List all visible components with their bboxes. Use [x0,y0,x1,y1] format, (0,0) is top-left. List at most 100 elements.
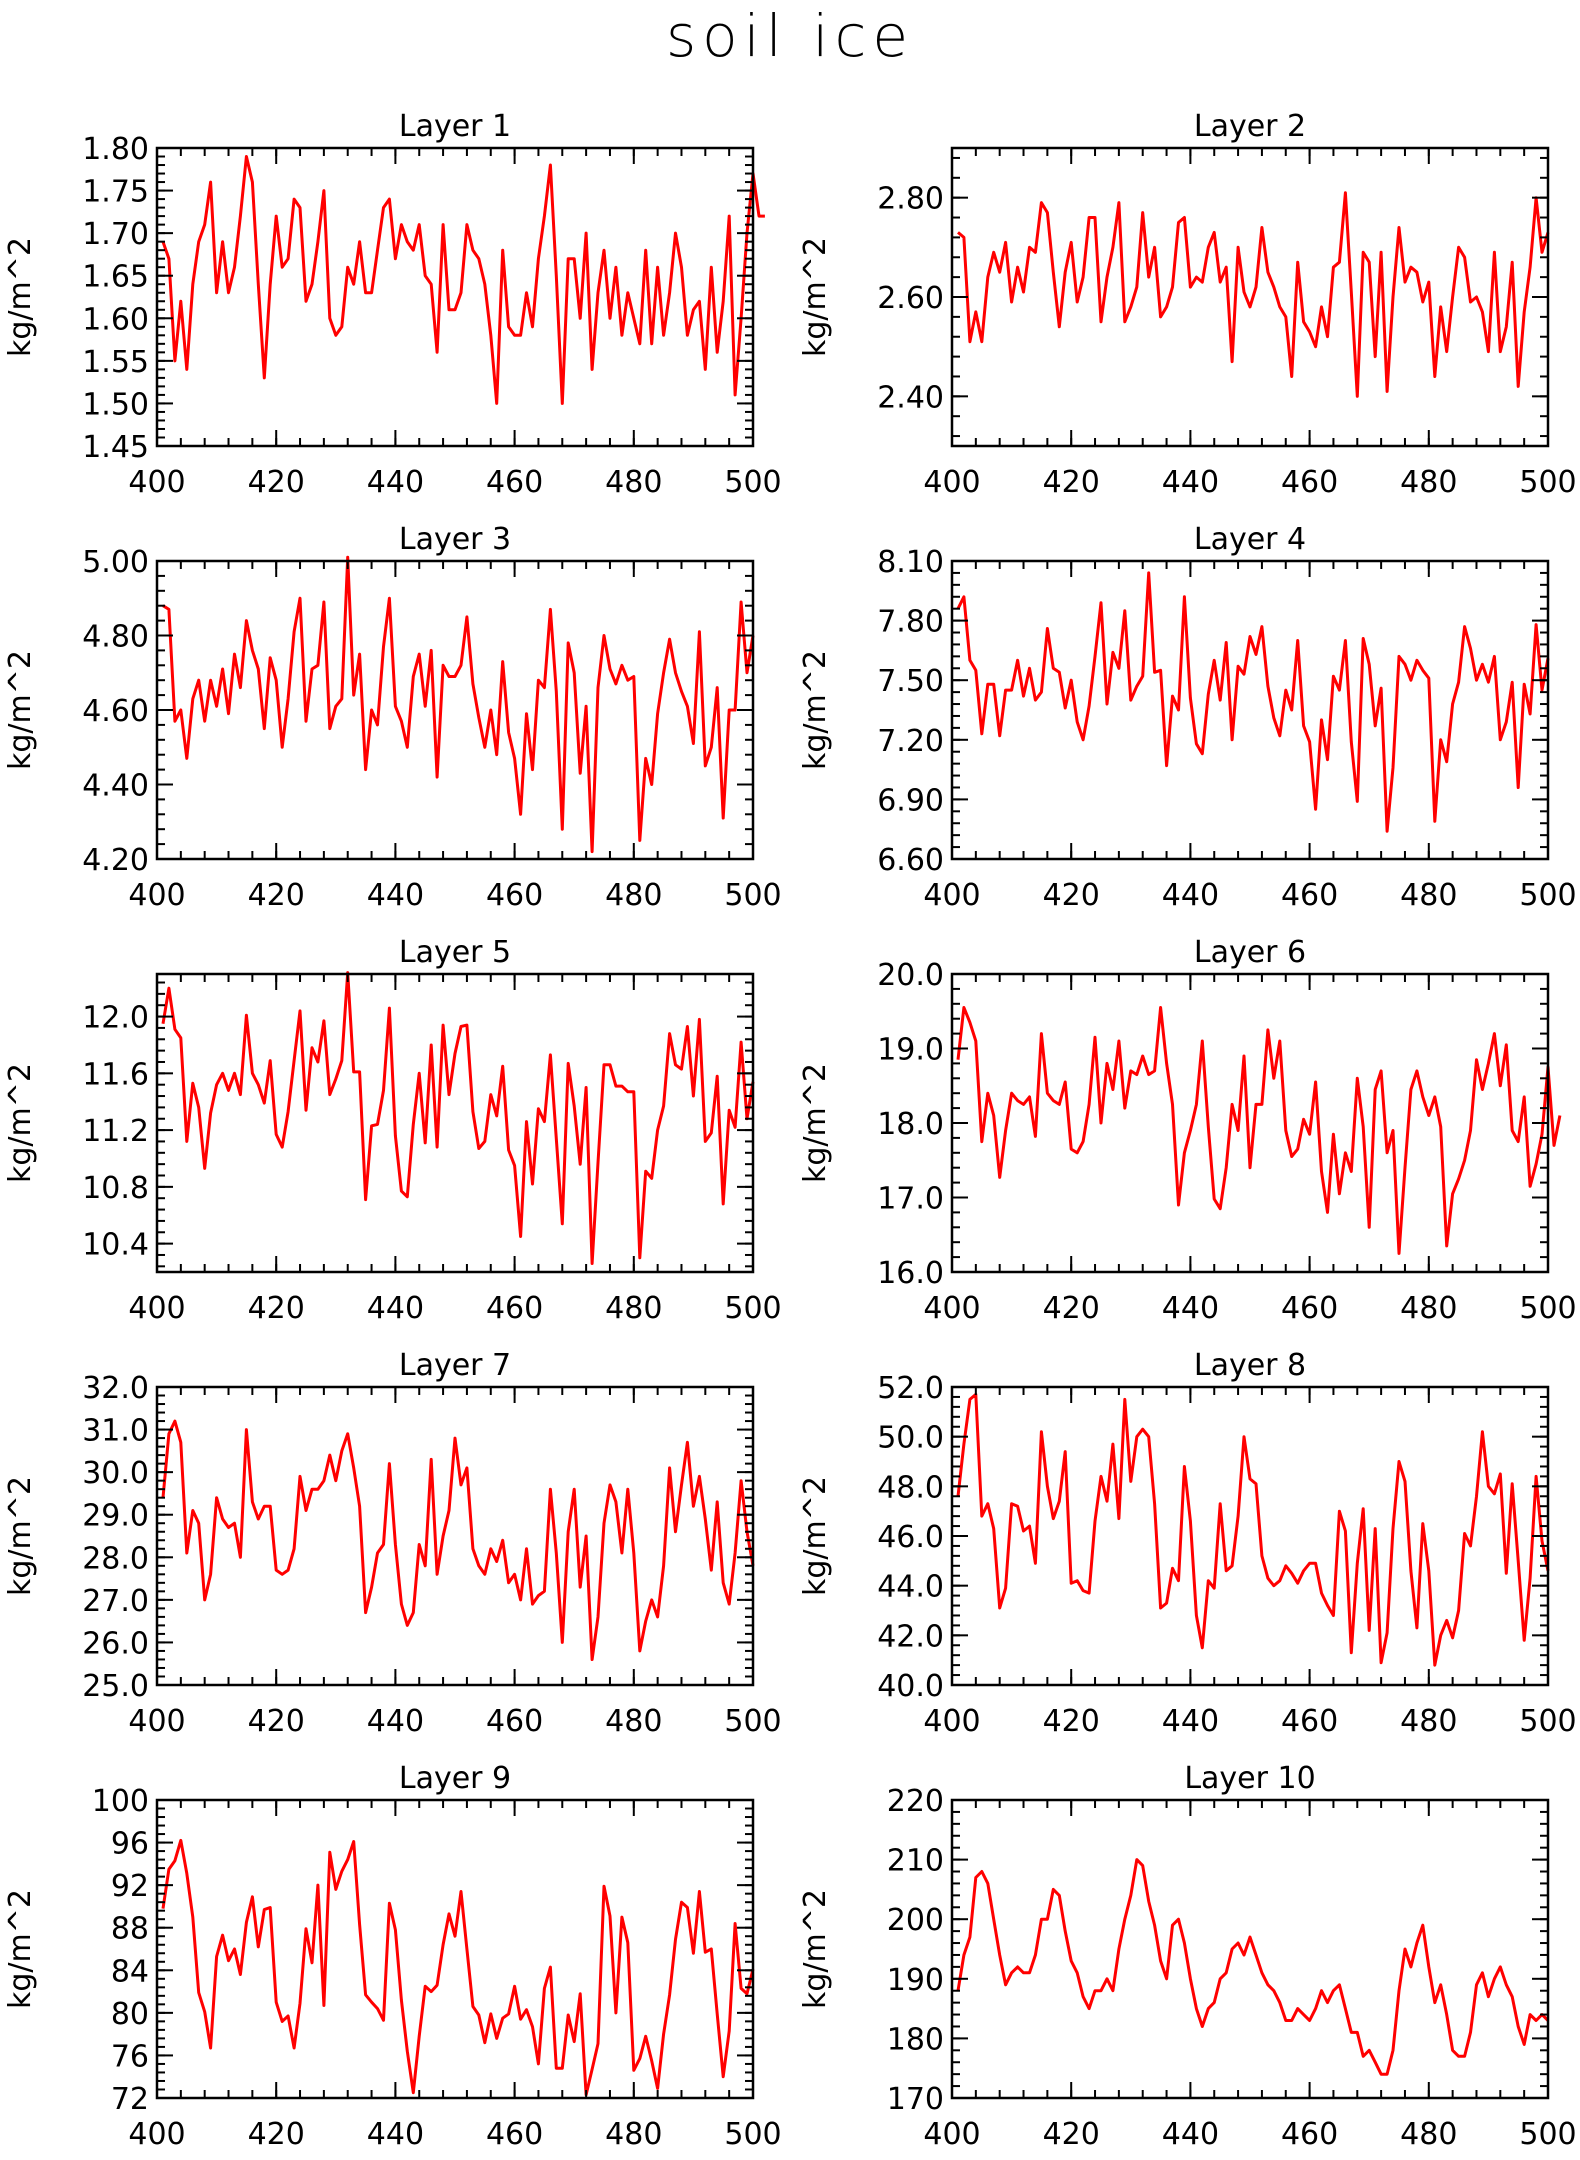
layer-1-y-axis-label: kg/m^2 [3,237,38,357]
layer-3-x-tick-label: 400 [128,878,185,913]
layer-8-y-tick-label: 50.0 [877,1421,944,1456]
layer-6-y-tick-label: 18.0 [877,1107,944,1142]
layer-3-panel: 400 420 440 460 480 500 4.20 4.40 4.60 4.80 5.00 La… [3,522,782,913]
layer-4-y-tick-label: 6.60 [877,843,944,878]
layer-2-y-tick-label: 2.40 [877,380,944,415]
layer-3-x-tick-label: 440 [367,878,424,913]
layer-2-y-tick-label: 2.80 [877,182,944,217]
layer-6-y-tick-label: 20.0 [877,958,944,993]
figure-title: soil ice [665,2,915,70]
layer-9-plot-frame [155,1798,755,2100]
layer-5-x-tick-label: 420 [248,1291,305,1326]
layer-1-y-tick-label: 1.45 [82,430,149,465]
layer-8-series-line [956,1392,1550,1667]
layer-5-y-tick-label: 11.6 [82,1057,149,1092]
layer-2-x-tick-label: 440 [1162,465,1219,500]
layer-1-x-tick-label: 420 [248,465,305,500]
layer-7-y-tick-label: 26.0 [82,1626,149,1661]
layer-1-title: Layer 1 [399,109,511,144]
layer-4-x-tick-label: 460 [1281,878,1338,913]
layer-10-panel: 400 420 440 460 480 500 170 180 190 200 210 220 Laye… [798,1761,1577,2152]
layer-6-x-tick-label: 460 [1281,1291,1338,1326]
layer-3-y-tick-label: 4.80 [82,620,149,655]
layer-7-x-tick-label: 440 [367,1704,424,1739]
layer-6-y-tick-label: 17.0 [877,1182,944,1217]
layer-7-y-tick-label: 27.0 [82,1584,149,1619]
layer-7-y-tick-label: 25.0 [82,1669,149,1704]
layer-7-x-tick-label: 500 [724,1704,781,1739]
layer-9-y-tick-label: 92 [111,1869,149,1904]
layer-3-title: Layer 3 [399,522,511,557]
layer-5-y-tick-label: 12.0 [82,1001,149,1036]
layer-4-x-tick-label: 480 [1400,878,1457,913]
layer-5-title: Layer 5 [399,935,511,970]
layer-8-y-tick-label: 52.0 [877,1371,944,1406]
layer-3-x-tick-label: 420 [248,878,305,913]
layer-6-panel: 400 420 440 460 480 500 16.0 17.0 18.0 19.0 20.0 La… [798,935,1577,1326]
layer-8-x-tick-label: 400 [923,1704,980,1739]
layer-6-x-tick-label: 500 [1519,1291,1576,1326]
layer-5-x-tick-label: 440 [367,1291,424,1326]
layer-2-x-tick-label: 400 [923,465,980,500]
layer-3-y-axis-label: kg/m^2 [3,650,38,770]
layer-1-plot-frame [155,146,755,448]
layer-9-panel: 400 420 440 460 480 500 72 76 80 84 88 92 96 100 Layer… [3,1761,782,2152]
layer-7-y-axis-label: kg/m^2 [3,1476,38,1596]
layer-8-x-tick-label: 460 [1281,1704,1338,1739]
layer-8-title: Layer 8 [1194,1348,1306,1383]
layer-10-plot-frame [950,1798,1550,2100]
layer-1-panel: 400 420 440 460 480 500 1.45 1.50 1.55 1.60 1.65 1.… [3,109,782,500]
layer-3-x-tick-label: 500 [724,878,781,913]
layer-9-y-tick-label: 72 [111,2082,149,2117]
layer-4-title: Layer 4 [1194,522,1306,557]
layer-4-y-tick-label: 7.50 [877,664,944,699]
layer-9-y-tick-label: 80 [111,1997,149,2032]
layer-5-x-tick-label: 460 [486,1291,543,1326]
layer-10-title: Layer 10 [1184,1761,1315,1796]
layer-8-x-tick-label: 480 [1400,1704,1457,1739]
layer-9-x-tick-label: 420 [248,2117,305,2152]
layer-4-x-tick-label: 420 [1043,878,1100,913]
layer-4-panel: 400 420 440 460 480 500 6.60 6.90 7.20 7.50 7.80 8.… [798,522,1577,913]
layer-9-y-tick-label: 76 [111,2039,149,2074]
layer-7-y-tick-label: 28.0 [82,1541,149,1576]
layer-1-y-tick-label: 1.55 [82,345,149,380]
layer-9-series-line [161,1838,755,2097]
layer-1-y-tick-label: 1.50 [82,387,149,422]
layer-9-x-tick-label: 460 [486,2117,543,2152]
layer-1-x-tick-label: 440 [367,465,424,500]
layer-5-x-tick-label: 400 [128,1291,185,1326]
layer-10-x-tick-label: 460 [1281,2117,1338,2152]
layer-4-y-tick-label: 7.80 [877,605,944,640]
layer-10-y-tick-label: 220 [887,1784,944,1819]
layer-8-x-tick-label: 420 [1043,1704,1100,1739]
layer-4-y-tick-label: 8.10 [877,545,944,580]
layer-2-plot-frame [950,146,1550,448]
layer-1-x-tick-label: 480 [605,465,662,500]
layer-4-x-tick-label: 400 [923,878,980,913]
layer-10-x-tick-label: 480 [1400,2117,1457,2152]
layer-8-y-tick-label: 48.0 [877,1470,944,1505]
layer-9-y-tick-label: 84 [111,1954,149,1989]
layer-5-y-tick-label: 10.4 [82,1228,149,1263]
layer-7-x-tick-label: 460 [486,1704,543,1739]
layer-4-y-tick-label: 6.90 [877,783,944,818]
layer-5-y-tick-label: 11.2 [82,1114,149,1149]
layer-5-series-line [161,971,755,1265]
layer-10-series-line [956,1858,1550,2076]
layer-9-x-tick-label: 400 [128,2117,185,2152]
layer-3-x-tick-label: 460 [486,878,543,913]
layer-10-x-tick-label: 420 [1043,2117,1100,2152]
layer-5-x-tick-label: 500 [724,1291,781,1326]
layer-4-x-tick-label: 500 [1519,878,1576,913]
layer-2-y-tick-label: 2.60 [877,281,944,316]
layer-6-x-tick-label: 480 [1400,1291,1457,1326]
layer-4-x-tick-label: 440 [1162,878,1219,913]
layer-2-x-tick-label: 460 [1281,465,1338,500]
layer-8-x-tick-label: 440 [1162,1704,1219,1739]
layer-3-y-tick-label: 4.40 [82,769,149,804]
layer-6-x-tick-label: 440 [1162,1291,1219,1326]
layer-6-title: Layer 6 [1194,935,1306,970]
layer-4-y-tick-label: 7.20 [877,724,944,759]
layer-3-y-tick-label: 4.60 [82,694,149,729]
